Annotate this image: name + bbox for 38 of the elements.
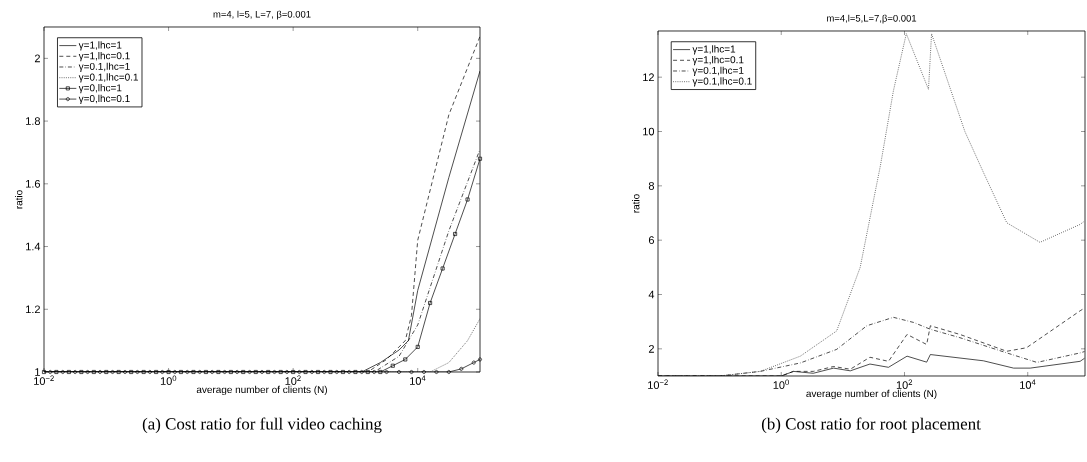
legend-label: γ=0.1,lhc=1 xyxy=(692,66,744,76)
x-tick-label: 10$^{2}$ xyxy=(896,379,913,389)
chart-title: m=4, l=5, L=7, β=0.001 xyxy=(213,10,311,20)
legend-label: γ=1,lhc=1 xyxy=(78,41,122,51)
legend-label: γ=0,lhc=0.1 xyxy=(78,94,130,105)
x-axis-title: average number of clients (N) xyxy=(196,385,327,396)
y-tick-label: 10 xyxy=(643,127,655,136)
y-axis-title: ratio xyxy=(632,194,640,213)
text: (b) Cost ratio for root placement xyxy=(761,417,981,434)
y-tick-label: 1.4 xyxy=(26,242,41,251)
y-tick-label: 2 xyxy=(648,345,654,353)
legend-label: γ=0,lhc=1 xyxy=(78,84,122,94)
x-tick-label: 10$^{−2}$ xyxy=(648,379,668,389)
legend-label: γ=0.1,lhc=0.1 xyxy=(692,77,752,87)
y-tick-label: 8 xyxy=(648,181,654,190)
y-tick-label: 1.8 xyxy=(26,117,40,125)
y-tick-label: 2 xyxy=(34,54,40,63)
y-tick-label: 6 xyxy=(648,236,654,245)
y-tick-label: 12 xyxy=(643,73,654,81)
legend-label: γ=1,lhc=0.1 xyxy=(692,55,744,66)
y-tick-label: 4 xyxy=(648,290,655,299)
y-tick-label: 1.2 xyxy=(26,305,40,314)
legend-label: γ=0.1,lhc=0.1 xyxy=(78,73,139,83)
x-tick-label: 10$^{4}$ xyxy=(410,375,426,385)
x-tick-label: 10$^{0}$ xyxy=(160,375,177,385)
legend-label: γ=1,lhc=0.1 xyxy=(78,51,130,62)
x-axis-title: average number of clients (N) xyxy=(806,389,937,400)
x-tick-label: 10$^{−2}$ xyxy=(34,375,54,385)
chart-title: m=4,l=5,L=7,β=0.001 xyxy=(827,14,917,24)
text: (a) Cost ratio for full video caching xyxy=(142,417,382,434)
y-axis-title: ratio xyxy=(15,190,23,209)
x-tick-label: 10$^{2}$ xyxy=(285,375,301,385)
y-tick-label: 1.6 xyxy=(26,179,40,188)
y-tick-label: 1 xyxy=(35,368,40,376)
x-tick-label: 10$^{0}$ xyxy=(773,379,789,389)
x-tick-label: 10$^{4}$ xyxy=(1020,379,1036,389)
legend-label: γ=0.1,lhc=1 xyxy=(78,62,130,72)
legend-label: γ=1,lhc=1 xyxy=(692,45,736,55)
